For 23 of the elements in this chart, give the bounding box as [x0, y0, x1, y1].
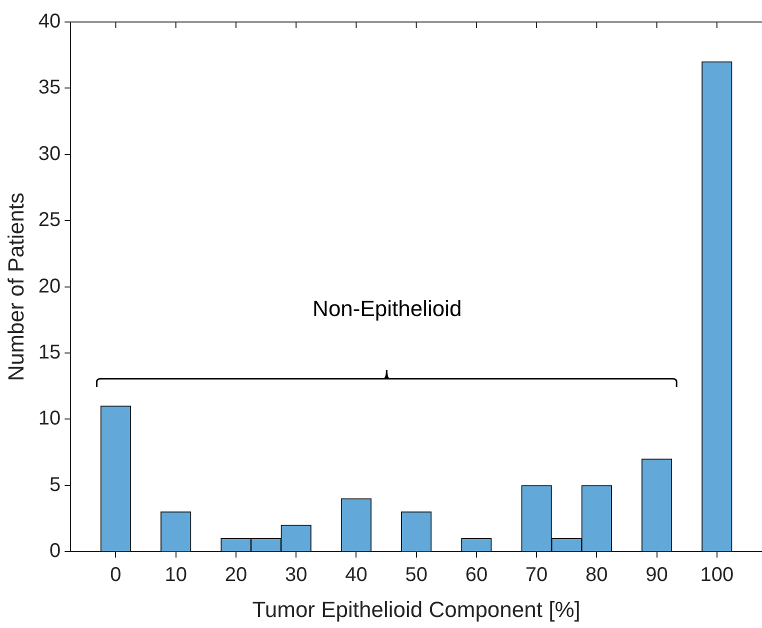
y-tick-label: 5 [50, 474, 61, 496]
y-tick-label: 10 [38, 408, 61, 430]
x-tick-label: 0 [110, 564, 122, 586]
x-tick-label: 40 [345, 564, 368, 586]
y-axis-title: Number of Patients [3, 192, 28, 381]
x-tick-label: 30 [284, 564, 308, 586]
y-tick-label: 35 [38, 76, 61, 99]
x-tick-label: 100 [700, 564, 734, 586]
annotation: Non-Epithelioid [312, 296, 462, 322]
x-tick-label: 10 [164, 564, 187, 586]
y-tick-label: 20 [38, 275, 61, 298]
x-tick-label: 70 [525, 564, 548, 586]
y-tick-label: 25 [38, 209, 61, 232]
y-tick-label: 0 [50, 540, 61, 562]
x-tick-label: 80 [586, 564, 608, 586]
y-tick-label: 40 [38, 10, 61, 33]
x-tick-label: 20 [224, 564, 248, 586]
x-tick-label: 90 [646, 564, 668, 586]
y-tick-label: 15 [38, 342, 61, 364]
x-tick-label: 60 [465, 564, 488, 586]
x-axis-title: Tumor Epithelioid Component [%] [252, 596, 580, 622]
x-tick-label: 50 [405, 564, 428, 586]
y-tick-label: 30 [38, 142, 61, 165]
